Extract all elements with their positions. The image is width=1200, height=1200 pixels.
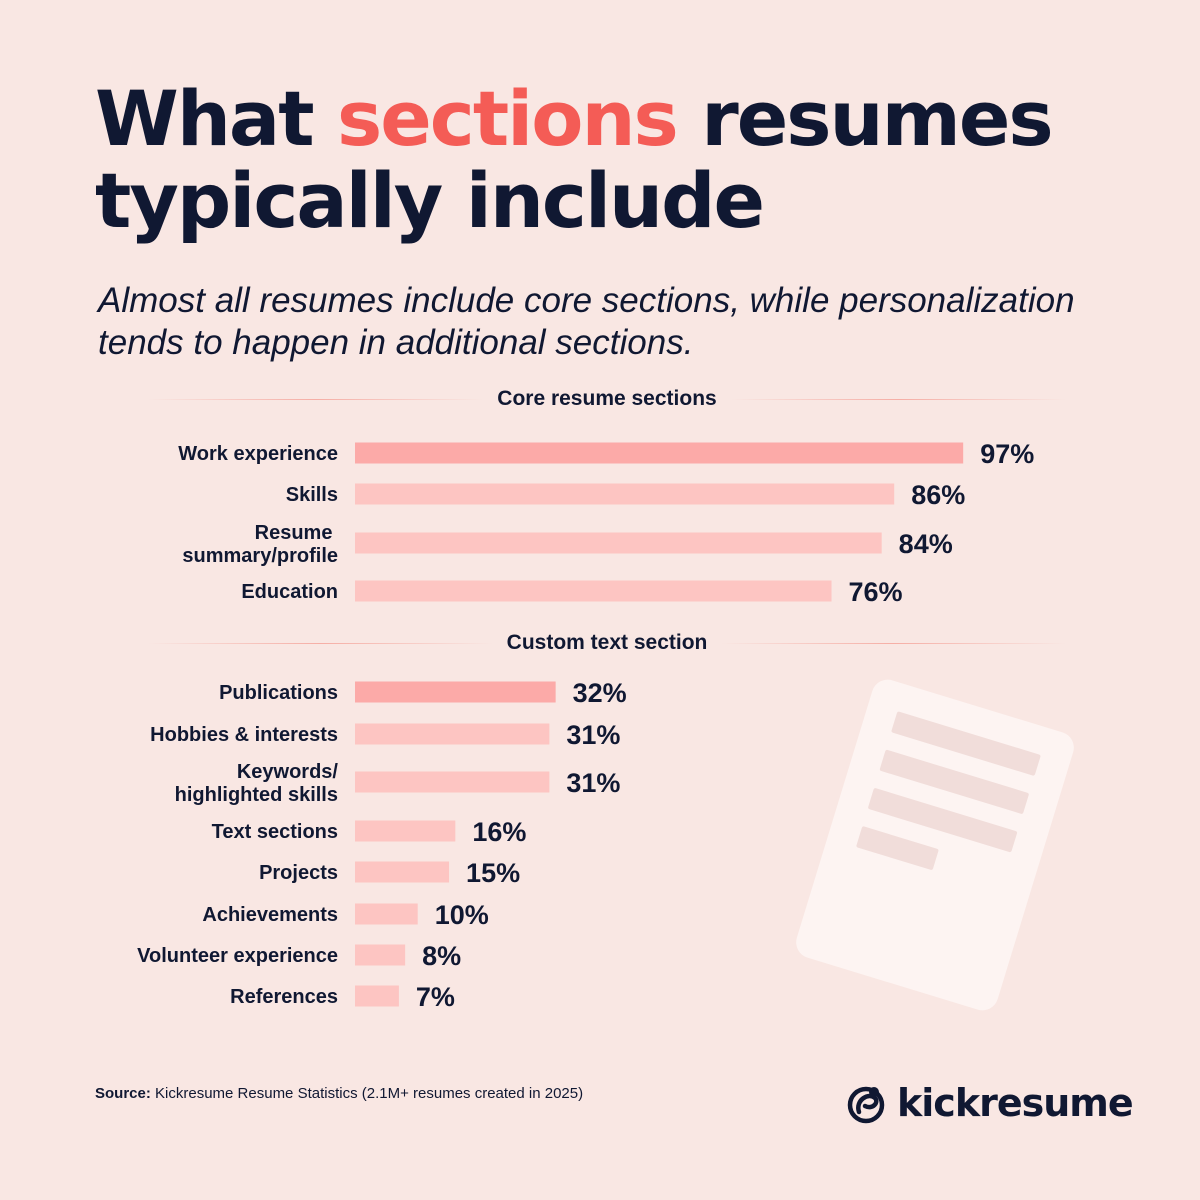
source-text: Kickresume Resume Statistics (2.1M+ resu… — [150, 1085, 584, 1102]
kickresume-logo-icon — [847, 1086, 885, 1124]
bar-skills — [355, 483, 895, 505]
category-label-hobbies-interests: Hobbies & interests — [150, 724, 338, 746]
value-label-hobbies-interests: 31% — [566, 720, 620, 750]
brand-name: kickresume — [897, 1081, 1134, 1125]
category-label-keywords-highlighted-skills: Keywords/highlighted skills — [175, 761, 339, 806]
title-post: resumes typically include — [95, 74, 1054, 245]
section-divider — [148, 642, 493, 644]
title-pre: What — [95, 74, 338, 163]
value-label-keywords-highlighted-skills: 31% — [566, 768, 620, 798]
category-label-skills: Skills — [286, 484, 338, 506]
page-subtitle: Almost all resumes include core sections… — [98, 281, 1075, 362]
value-label-text-sections: 16% — [472, 817, 526, 847]
bar-resume-summary-profile — [355, 532, 882, 554]
bar-hobbies-interests — [355, 723, 550, 745]
brand-logo: kickresume — [845, 1078, 1134, 1128]
bar-publications — [355, 681, 556, 703]
section-divider — [730, 398, 1066, 400]
bar-projects — [355, 861, 450, 883]
section-title-core: Core resume sections — [497, 387, 717, 410]
value-label-volunteer-experience: 8% — [422, 941, 461, 971]
page-title: What sections resumes typically include — [95, 78, 1145, 242]
category-label-work-experience: Work experience — [178, 443, 338, 465]
category-label-text-sections: Text sections — [212, 821, 338, 843]
bar-references — [355, 985, 399, 1007]
category-label-projects: Projects — [259, 862, 338, 884]
bar-keywords-highlighted-skills — [355, 771, 550, 793]
value-label-achievements: 10% — [435, 900, 489, 930]
category-label-education: Education — [241, 581, 338, 603]
value-label-resume-summary-profile: 84% — [899, 529, 953, 559]
section-title-custom: Custom text section — [506, 631, 708, 654]
value-label-education: 76% — [849, 577, 903, 607]
value-label-references: 7% — [416, 982, 455, 1012]
bar-work-experience — [355, 442, 964, 464]
section-header-custom: Custom text section — [148, 631, 1067, 655]
bar-education — [355, 580, 832, 602]
value-label-skills: 86% — [911, 480, 965, 510]
category-label-resume-summary-profile: Resume summary/profile — [182, 522, 338, 567]
category-label-references: References — [230, 986, 338, 1008]
category-label-volunteer-experience: Volunteer experience — [137, 945, 338, 967]
bar-chart: Work experience 97% Skills 86% Resume summar… — [137, 439, 1034, 1012]
section-divider — [148, 398, 484, 400]
section-divider — [721, 642, 1067, 644]
bar-achievements — [355, 903, 418, 925]
source-note: Source: Kickresume Resume Statistics (2.… — [95, 1085, 583, 1102]
bar-text-sections — [355, 820, 456, 842]
value-label-projects: 15% — [466, 858, 520, 888]
category-label-publications: Publications — [219, 682, 338, 704]
category-label-achievements: Achievements — [202, 904, 338, 926]
bar-volunteer-experience — [355, 944, 406, 966]
value-label-work-experience: 97% — [980, 439, 1034, 469]
value-label-publications: 32% — [573, 678, 627, 708]
title-accent: sections — [337, 74, 679, 163]
section-header-core: Core resume sections — [148, 387, 1066, 411]
source-label: Source: — [95, 1085, 151, 1102]
